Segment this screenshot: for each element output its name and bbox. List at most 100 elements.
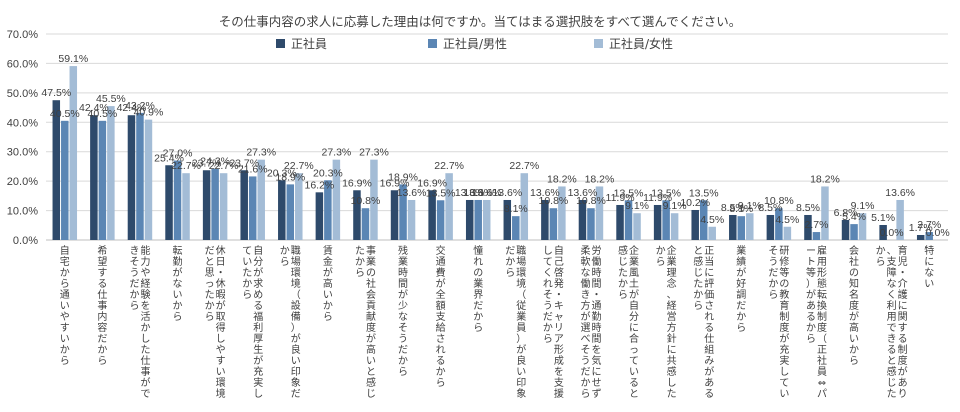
data-label: 22.7% bbox=[434, 160, 464, 172]
category-label: 企業風土が自分に合っていると感じたから bbox=[618, 244, 639, 400]
bar bbox=[578, 199, 587, 240]
bar bbox=[633, 213, 641, 240]
bar bbox=[925, 232, 933, 240]
bar bbox=[90, 115, 98, 240]
bar bbox=[670, 213, 679, 240]
data-label: 13.6% bbox=[397, 187, 427, 199]
data-label: 8.1% bbox=[504, 203, 528, 215]
bar bbox=[558, 186, 566, 240]
bar bbox=[549, 208, 558, 240]
data-label: 10.8% bbox=[764, 195, 794, 207]
data-label: 18.2% bbox=[547, 173, 577, 185]
data-label: 13.6% bbox=[455, 187, 485, 199]
bar bbox=[211, 168, 219, 240]
bar bbox=[407, 199, 416, 240]
data-label: 22.7% bbox=[171, 160, 201, 172]
data-label: 40.9% bbox=[134, 107, 164, 119]
bar bbox=[737, 216, 746, 240]
legend-swatch bbox=[428, 39, 437, 48]
bar bbox=[729, 214, 737, 240]
category-label: 交通費が全額支給されるから bbox=[436, 244, 446, 389]
data-label: 13.6% bbox=[472, 187, 502, 199]
data-label: 10.8% bbox=[576, 195, 606, 207]
data-label: 13.6% bbox=[492, 187, 522, 199]
data-label: 47.5% bbox=[41, 87, 71, 99]
y-tick-label: 30.0% bbox=[7, 147, 38, 159]
data-label: 8.5% bbox=[758, 202, 782, 214]
data-label: 10.8% bbox=[351, 195, 381, 207]
data-label: 1.7% bbox=[909, 222, 933, 234]
legend-swatch bbox=[276, 39, 285, 48]
data-label: 23.7% bbox=[229, 157, 259, 169]
data-label: 40.5% bbox=[50, 108, 80, 120]
bar bbox=[324, 180, 332, 240]
data-label: 27.3% bbox=[359, 147, 389, 159]
category-label: 企業理念、経営方針に共感したから bbox=[656, 244, 677, 400]
data-label: 25.4% bbox=[154, 152, 184, 164]
legend-swatch bbox=[594, 39, 603, 48]
bar bbox=[465, 199, 474, 240]
bar bbox=[520, 173, 529, 240]
bar bbox=[699, 200, 708, 240]
data-label: 16.2% bbox=[304, 179, 334, 191]
bar bbox=[879, 224, 887, 240]
bar bbox=[370, 159, 378, 240]
bar bbox=[812, 232, 821, 240]
data-label: 24.3% bbox=[200, 155, 230, 167]
category-label: 自分が求める福利厚生が充実していたから bbox=[242, 244, 263, 400]
category-label: 転勤がないから bbox=[173, 245, 183, 323]
category-label: 会社の知名度が高いから bbox=[849, 244, 859, 367]
bar bbox=[52, 100, 61, 240]
bar bbox=[136, 112, 144, 240]
bar bbox=[896, 199, 904, 240]
bar bbox=[916, 234, 925, 240]
bar bbox=[624, 200, 633, 240]
data-label: 11.9% bbox=[643, 192, 672, 204]
gridlines: 0.0% 10.0% 20.0% 30.0% 40.0% 50.0% 60.0% 70.0% bbox=[7, 29, 948, 247]
bar bbox=[332, 159, 341, 240]
y-tick-label: 10.0% bbox=[7, 206, 38, 218]
data-label: 40.5% bbox=[87, 108, 117, 120]
legend-label: 正社員 bbox=[291, 36, 327, 51]
bar bbox=[286, 184, 295, 240]
category-label: 業績が好調だから bbox=[736, 244, 746, 334]
bar bbox=[482, 199, 491, 240]
y-tick-label: 0.0% bbox=[13, 235, 38, 247]
data-label: 8.1% bbox=[729, 203, 753, 215]
bar bbox=[219, 173, 228, 240]
bar bbox=[399, 184, 407, 240]
bar bbox=[390, 190, 399, 240]
data-label: 2.7% bbox=[804, 219, 828, 231]
y-tick-label: 20.0% bbox=[7, 176, 38, 188]
data-label: 13.5% bbox=[651, 187, 681, 199]
data-label: 13.5% bbox=[689, 187, 719, 199]
bar bbox=[127, 115, 136, 240]
bar bbox=[98, 120, 107, 240]
data-label: 22.7% bbox=[284, 160, 314, 172]
data-label: 0.0% bbox=[880, 227, 904, 239]
bar bbox=[69, 66, 78, 240]
bar bbox=[428, 190, 436, 240]
bar bbox=[503, 199, 512, 240]
data-label: 18.2% bbox=[585, 173, 615, 185]
data-label: 18.9% bbox=[388, 171, 418, 183]
data-label: 20.3% bbox=[267, 167, 297, 179]
data-label: 42.4% bbox=[79, 102, 109, 114]
bar bbox=[315, 192, 324, 240]
bar bbox=[766, 214, 775, 240]
data-label: 23.7% bbox=[192, 157, 222, 169]
category-label: 労働時間・通勤時間を気にせず柔軟な働き方が選べそうだから bbox=[580, 244, 601, 400]
data-label: 5.1% bbox=[871, 212, 895, 224]
bar bbox=[841, 219, 850, 240]
data-label: 16.9% bbox=[380, 177, 410, 189]
category-label: 事業の社会貢献度が高いと感じたから bbox=[355, 244, 376, 400]
data-label: 9.1% bbox=[663, 200, 687, 212]
category-label: 残業時間が少なそうだから bbox=[398, 244, 408, 378]
data-label: 13.5% bbox=[426, 187, 456, 199]
data-label: 10.2% bbox=[680, 197, 710, 209]
bar bbox=[804, 214, 812, 240]
bar bbox=[144, 119, 153, 240]
legend-label: 正社員/女性 bbox=[609, 36, 673, 51]
data-label: 13.6% bbox=[530, 187, 560, 199]
category-label: 特にない bbox=[924, 245, 934, 290]
